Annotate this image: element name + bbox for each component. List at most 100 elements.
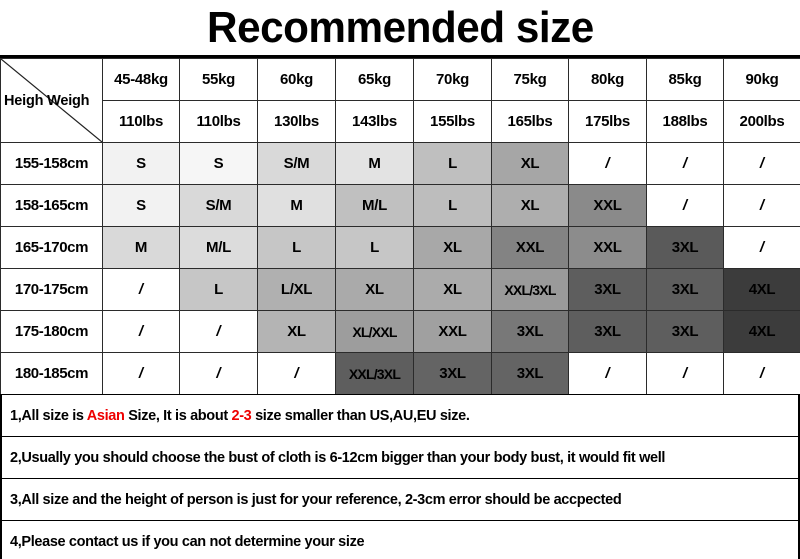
note-text: 2,Usually you should choose the bust of …	[10, 449, 666, 466]
size-cell-empty: /	[646, 184, 724, 227]
weight-kg-header-8: 90kg	[723, 58, 800, 101]
size-cell-empty: /	[179, 352, 258, 395]
size-cell-empty: /	[646, 352, 724, 395]
note-1: 1,All size is Asian Size, It is about 2-…	[0, 394, 800, 437]
height-row-label-4: 175-180cm	[0, 310, 103, 353]
size-cell: S/M	[257, 142, 336, 185]
size-cell-empty: /	[102, 268, 180, 311]
size-cell: XL	[413, 226, 492, 269]
size-cell: XXL	[413, 310, 492, 353]
note-2: 2,Usually you should choose the bust of …	[0, 436, 800, 479]
size-cell: XL	[413, 268, 492, 311]
corner-header-label: Heigh Weigh	[4, 92, 90, 109]
size-cell: S	[102, 184, 180, 227]
note-text: 3,All size and the height of person is j…	[10, 491, 622, 508]
weight-kg-header-7: 85kg	[646, 58, 724, 101]
size-cell: 3XL	[491, 310, 569, 353]
size-cell: XXL	[568, 226, 647, 269]
size-cell-empty: /	[102, 352, 180, 395]
weight-kg-header-2: 60kg	[257, 58, 336, 101]
size-cell: XL	[491, 142, 569, 185]
size-table-body: Heigh Weigh 45-48kg 55kg 60kg 65kg 70kg 75kg 80…	[0, 58, 800, 395]
weight-kg-header-6: 80kg	[568, 58, 647, 101]
size-cell: M/L	[179, 226, 258, 269]
corner-header-cell: Heigh Weigh	[0, 58, 103, 143]
table-row: 158-165cm S S/M M M/L L XL XXL / /	[0, 184, 800, 227]
notes-body: 1,All size is Asian Size, It is about 2-…	[0, 394, 800, 559]
weight-lbs-header-6: 175lbs	[568, 100, 647, 143]
note-text: Size, It is about	[124, 407, 232, 424]
size-cell: XL	[491, 184, 569, 227]
height-row-label-2: 165-170cm	[0, 226, 103, 269]
size-cell: M/L	[335, 184, 414, 227]
size-cell: 3XL	[646, 268, 724, 311]
size-cell: M	[335, 142, 414, 185]
weight-kg-header-1: 55kg	[179, 58, 258, 101]
note-row: 3,All size and the height of person is j…	[0, 478, 800, 521]
header-row-kg: Heigh Weigh 45-48kg 55kg 60kg 65kg 70kg 75kg 80…	[0, 58, 800, 143]
note-text: size smaller than US,AU,EU size.	[251, 407, 470, 424]
size-cell: L	[179, 268, 258, 311]
size-cell-empty: /	[179, 310, 258, 353]
chart-title-band: Recommended size	[0, 0, 800, 58]
size-cell-empty: /	[723, 142, 800, 185]
size-cell: XXL/3XL	[335, 352, 414, 395]
size-table: Heigh Weigh 45-48kg 55kg 60kg 65kg 70kg 75kg 80…	[0, 58, 800, 395]
size-cell: M	[257, 184, 336, 227]
weight-lbs-header-1: 110lbs	[179, 100, 258, 143]
note-3: 3,All size and the height of person is j…	[0, 478, 800, 521]
size-cell: XXL	[568, 184, 647, 227]
note-highlight-text: 2-3	[231, 407, 252, 424]
size-cell: L	[257, 226, 336, 269]
weight-lbs-header-3: 143lbs	[335, 100, 414, 143]
size-cell: 4XL	[723, 268, 800, 311]
size-cell: XL	[335, 268, 414, 311]
table-row: 180-185cm / / / XXL/3XL 3XL 3XL / / /	[0, 352, 800, 395]
table-row: 175-180cm / / XL XL/XXL XXL 3XL 3XL 3XL 4XL	[0, 310, 800, 353]
size-cell-empty: /	[102, 310, 180, 353]
note-text: 4,Please contact us if you can not deter…	[10, 533, 365, 550]
size-cell: L	[413, 142, 492, 185]
size-cell: 3XL	[568, 310, 647, 353]
height-row-label-3: 170-175cm	[0, 268, 103, 311]
weight-lbs-header-5: 165lbs	[491, 100, 569, 143]
size-cell: 3XL	[491, 352, 569, 395]
height-row-label-0: 155-158cm	[0, 142, 103, 185]
size-cell: S	[102, 142, 180, 185]
weight-lbs-header-4: 155lbs	[413, 100, 492, 143]
table-row: 165-170cm M M/L L L XL XXL XXL 3XL /	[0, 226, 800, 269]
notes-table: 1,All size is Asian Size, It is about 2-…	[0, 394, 800, 559]
size-cell: XL/XXL	[335, 310, 414, 353]
size-cell-empty: /	[723, 184, 800, 227]
page-title: Recommended size	[206, 2, 594, 52]
note-text: 1,All size is	[10, 407, 87, 424]
size-cell: XXL	[491, 226, 569, 269]
size-cell-empty: /	[568, 142, 647, 185]
weight-lbs-header-7: 188lbs	[646, 100, 724, 143]
header-row-lbs: 110lbs 110lbs 130lbs 143lbs 155lbs 165lbs 175l…	[1, 100, 800, 143]
size-cell: M	[102, 226, 180, 269]
diagonal-divider-icon	[1, 59, 102, 142]
size-cell: L	[335, 226, 414, 269]
size-cell-empty: /	[646, 142, 724, 185]
size-cell-empty: /	[723, 352, 800, 395]
size-cell: 4XL	[723, 310, 800, 353]
size-cell-empty: /	[568, 352, 647, 395]
size-cell: 3XL	[646, 226, 724, 269]
note-row: 2,Usually you should choose the bust of …	[0, 436, 800, 479]
size-cell: L	[413, 184, 492, 227]
size-cell: 3XL	[413, 352, 492, 395]
table-row: 170-175cm / L L/XL XL XL XXL/3XL 3XL 3XL 4XL	[0, 268, 800, 311]
height-row-label-5: 180-185cm	[0, 352, 103, 395]
size-cell: L/XL	[257, 268, 336, 311]
weight-lbs-header-2: 130lbs	[257, 100, 336, 143]
note-row: 4,Please contact us if you can not deter…	[0, 520, 800, 559]
note-row: 1,All size is Asian Size, It is about 2-…	[0, 394, 800, 437]
size-cell: S/M	[179, 184, 258, 227]
table-row: 155-158cm S S S/M M L XL / / /	[0, 142, 800, 185]
weight-kg-header-5: 75kg	[491, 58, 569, 101]
size-cell: XXL/3XL	[491, 268, 569, 311]
size-cell: 3XL	[646, 310, 724, 353]
weight-kg-header-4: 70kg	[413, 58, 492, 101]
